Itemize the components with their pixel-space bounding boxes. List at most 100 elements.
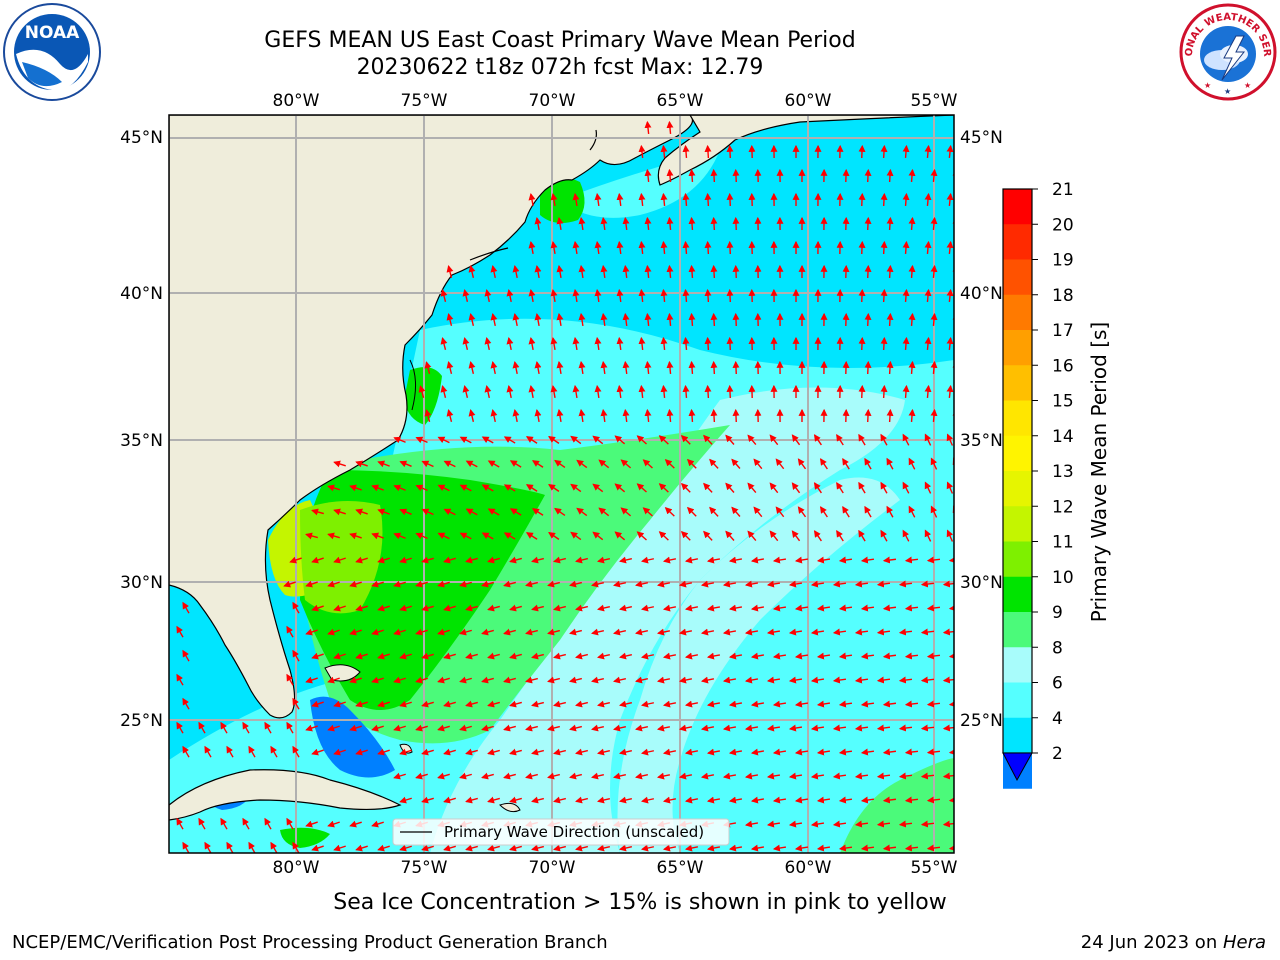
wave-direction-arrow	[666, 408, 674, 423]
wave-direction-arrow	[747, 482, 757, 494]
wave-direction-arrow	[421, 700, 434, 708]
wave-direction-arrow	[619, 844, 633, 852]
wave-direction-arrow	[440, 385, 448, 398]
wave-direction-arrow	[838, 700, 853, 708]
wave-direction-arrow	[832, 724, 847, 732]
wave-direction-arrow	[591, 580, 605, 588]
wave-direction-arrow	[658, 483, 669, 493]
wave-direction-arrow	[525, 628, 538, 636]
wave-direction-arrow	[638, 288, 646, 303]
wave-direction-arrow	[766, 772, 781, 780]
wave-direction-arrow	[709, 458, 719, 469]
wave-direction-arrow	[726, 288, 734, 303]
wave-direction-arrow	[886, 312, 894, 327]
wave-direction-arrow	[700, 676, 715, 684]
wave-direction-arrow	[660, 192, 668, 207]
wave-direction-arrow	[592, 531, 604, 541]
wave-direction-arrow	[421, 556, 434, 564]
wave-direction-arrow	[750, 652, 765, 660]
wave-direction-arrow	[512, 360, 520, 375]
wave-direction-arrow	[882, 796, 897, 804]
wave-direction-arrow	[616, 240, 624, 255]
wave-direction-arrow	[459, 724, 472, 732]
wave-direction-arrow	[226, 745, 234, 758]
wave-direction-arrow	[920, 580, 935, 588]
wave-direction-arrow	[484, 385, 492, 399]
wave-direction-arrow	[908, 457, 916, 470]
wave-direction-arrow	[678, 724, 693, 732]
wave-direction-arrow	[908, 264, 916, 279]
wave-direction-arrow	[666, 216, 674, 231]
wave-direction-arrow	[490, 408, 498, 423]
wave-direction-arrow	[509, 556, 522, 564]
wave-direction-arrow	[860, 844, 875, 852]
wave-direction-arrow	[531, 748, 544, 756]
nws-logo: NATIONAL WEATHER SERVICE ★ ★ ★	[1174, 0, 1278, 102]
wave-direction-arrow	[554, 507, 566, 516]
wave-direction-arrow	[327, 676, 340, 684]
lat-label-left: 40°N	[120, 284, 163, 304]
wave-direction-arrow	[327, 580, 340, 588]
wave-direction-arrow	[908, 312, 916, 327]
wave-direction-arrow	[680, 482, 691, 493]
wave-direction-arrow	[838, 844, 853, 852]
legend-label: Primary Wave Direction (unscaled)	[444, 823, 704, 841]
wave-direction-arrow	[722, 772, 737, 780]
wave-direction-arrow	[644, 264, 652, 279]
wave-direction-arrow	[744, 820, 759, 828]
wave-direction-arrow	[393, 676, 406, 684]
wave-direction-arrow	[481, 580, 494, 588]
wave-direction-arrow	[355, 652, 368, 660]
wave-direction-arrow	[920, 724, 935, 732]
wave-direction-arrow	[704, 144, 712, 159]
wave-direction-arrow	[838, 604, 853, 612]
wave-direction-arrow	[930, 312, 938, 327]
wave-direction-arrow	[948, 748, 954, 756]
wave-direction-arrow	[810, 772, 825, 780]
wave-direction-arrow	[553, 796, 566, 804]
wave-direction-arrow	[327, 628, 340, 636]
wave-direction-arrow	[437, 532, 450, 540]
wave-direction-arrow	[662, 556, 677, 564]
wave-direction-arrow	[443, 652, 456, 660]
wave-direction-arrow	[415, 772, 428, 780]
wave-direction-arrow	[860, 556, 875, 564]
wave-direction-arrow	[415, 532, 428, 540]
wave-direction-arrow	[371, 724, 384, 732]
wave-direction-arrow	[886, 216, 894, 231]
wave-direction-arrow	[920, 628, 935, 636]
wave-direction-arrow	[446, 265, 454, 278]
wave-direction-arrow	[836, 433, 844, 446]
wave-direction-arrow	[503, 484, 516, 492]
wave-direction-arrow	[393, 484, 406, 492]
wave-direction-arrow	[622, 264, 630, 279]
wave-direction-arrow	[876, 820, 891, 828]
wave-direction-arrow	[904, 700, 919, 708]
wave-direction-arrow	[377, 844, 390, 852]
wave-direction-arrow	[902, 433, 910, 446]
wave-direction-arrow	[548, 531, 560, 540]
wave-direction-arrow	[443, 604, 456, 612]
wave-direction-arrow	[333, 844, 346, 852]
chart-title-line1: GEFS MEAN US East Coast Primary Wave Mea…	[264, 28, 856, 53]
wave-direction-arrow	[636, 483, 647, 493]
wave-direction-arrow	[788, 676, 803, 684]
wave-direction-arrow	[553, 844, 566, 852]
svg-text:★: ★	[1224, 87, 1231, 96]
wave-direction-arrow	[876, 628, 891, 636]
wave-direction-arrow	[534, 216, 542, 231]
wave-direction-arrow	[547, 580, 560, 588]
wave-direction-arrow	[437, 772, 450, 780]
wave-direction-arrow	[920, 772, 935, 780]
wave-direction-arrow	[349, 676, 362, 684]
wave-direction-arrow	[797, 506, 807, 518]
wave-direction-arrow	[684, 796, 699, 804]
map-frame	[168, 114, 955, 854]
wave-direction-arrow	[656, 676, 671, 684]
wave-direction-arrow	[816, 604, 831, 612]
wave-direction-arrow	[920, 676, 935, 684]
wave-direction-arrow	[684, 652, 699, 660]
wave-direction-arrow	[766, 676, 781, 684]
wave-direction-arrow	[421, 508, 434, 516]
wave-direction-arrow	[548, 483, 560, 492]
